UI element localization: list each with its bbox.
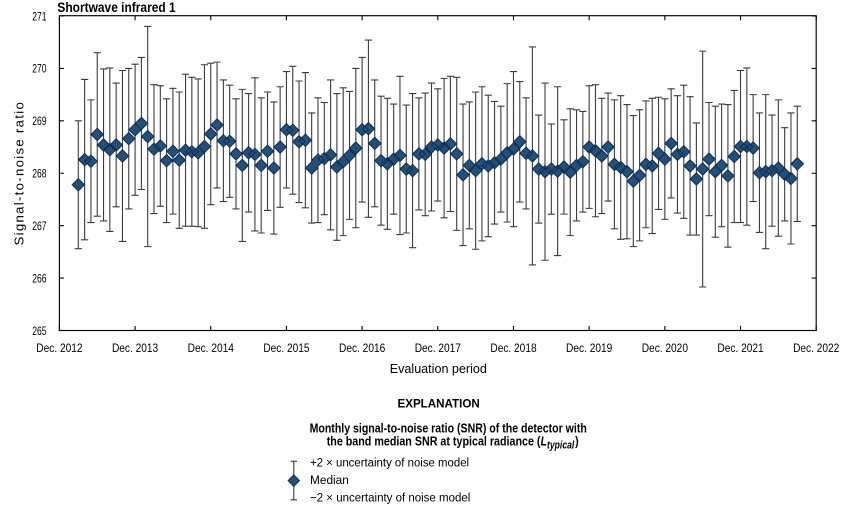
svg-text:267: 267	[32, 220, 46, 234]
svg-text:Dec. 2018: Dec. 2018	[490, 342, 536, 355]
svg-text:Dec. 2022: Dec. 2022	[793, 342, 839, 355]
svg-text:268: 268	[32, 167, 46, 181]
svg-text:Dec. 2020: Dec. 2020	[642, 342, 688, 355]
svg-text:Dec. 2016: Dec. 2016	[339, 342, 385, 355]
svg-text:EXPLANATION: EXPLANATION	[397, 399, 479, 411]
svg-text:Dec. 2015: Dec. 2015	[263, 342, 309, 355]
svg-text:+2 × uncertainty of noise mode: +2 × uncertainty of noise model	[310, 455, 469, 469]
svg-text:the band median SNR at typical: the band median SNR at typical radiance …	[327, 433, 579, 452]
svg-text:Signal-to-noise ratio: Signal-to-noise ratio	[12, 101, 27, 246]
svg-text:Median: Median	[310, 473, 349, 487]
svg-text:271: 271	[32, 10, 46, 24]
svg-text:Dec. 2012: Dec. 2012	[36, 342, 82, 355]
svg-text:Monthly signal-to-noise ratio: Monthly signal-to-noise ratio (SNR) of t…	[310, 420, 587, 435]
svg-text:266: 266	[32, 272, 46, 286]
svg-text:Dec. 2017: Dec. 2017	[415, 342, 461, 355]
svg-text:269: 269	[32, 115, 46, 129]
svg-text:265: 265	[32, 324, 46, 338]
svg-text:Dec. 2014: Dec. 2014	[188, 342, 234, 355]
svg-text:Dec. 2021: Dec. 2021	[717, 342, 763, 355]
svg-text:−2 × uncertainty of noise mode: −2 × uncertainty of noise model	[310, 490, 470, 504]
svg-text:Shortwave infrared 1: Shortwave infrared 1	[57, 0, 175, 15]
svg-text:Dec. 2019: Dec. 2019	[566, 342, 612, 355]
svg-text:270: 270	[32, 62, 46, 76]
svg-text:Dec. 2013: Dec. 2013	[112, 342, 158, 355]
svg-text:Evaluation period: Evaluation period	[390, 361, 487, 376]
